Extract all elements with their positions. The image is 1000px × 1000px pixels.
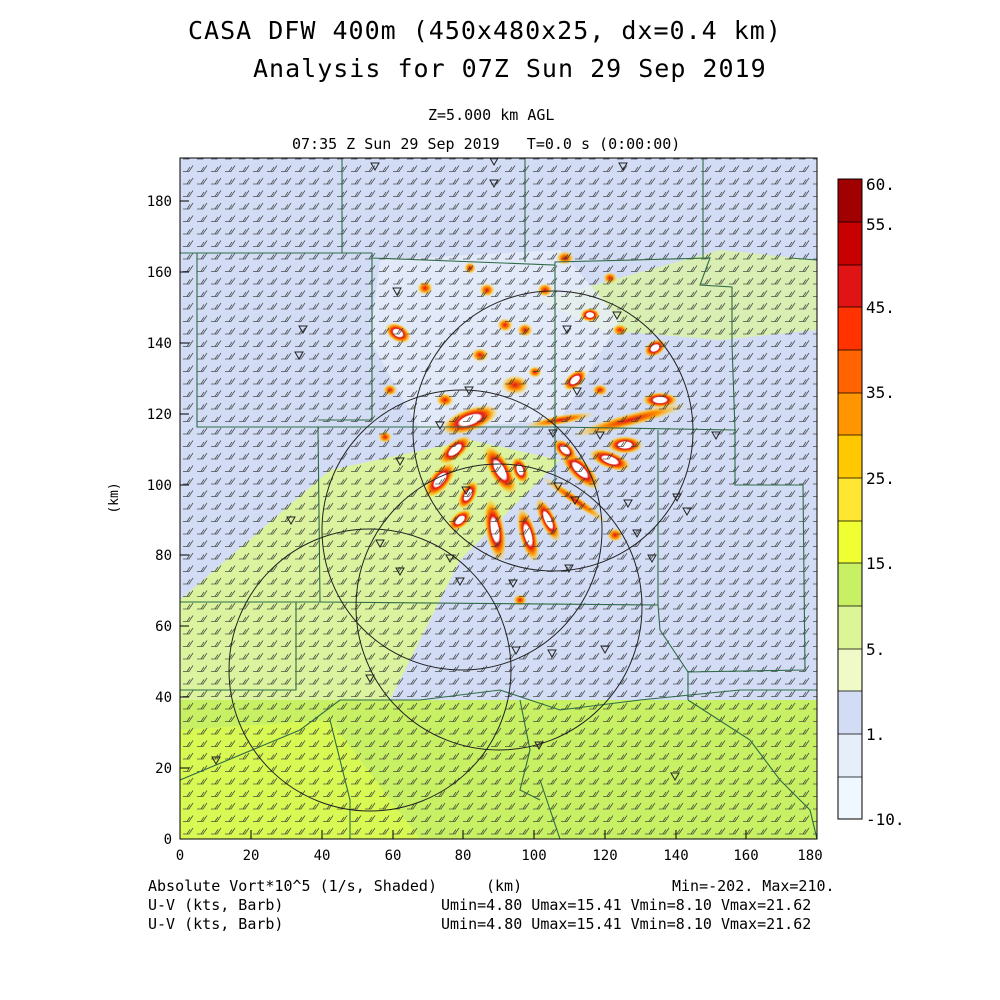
wind-label-1: U-V (kts, Barb)	[148, 896, 284, 914]
y-tick-label: 140	[147, 336, 172, 352]
colorbar-label: 25.	[866, 469, 895, 488]
plot-area	[180, 158, 817, 839]
x-tick-label: 0	[176, 848, 184, 864]
x-tick-label: 100	[521, 848, 546, 864]
wind-barbs	[180, 158, 817, 839]
colorbar-label: 15.	[866, 554, 895, 573]
x-tick-label: 160	[733, 848, 758, 864]
x-axis-label: (km)	[486, 877, 523, 895]
wind-stats-2: Umin=4.80 Umax=15.41 Vmin=8.10 Vmax=21.6…	[441, 915, 812, 933]
x-tick-labels: 0 20 40 60 80 100 120 140 160 180	[176, 848, 823, 864]
colorbar-label: 1.	[866, 725, 885, 744]
y-tick-label: 0	[164, 832, 172, 848]
y-tick-labels: 0 20 40 60 80 100 120 140 160 180	[147, 194, 172, 848]
colorbar-label: 55.	[866, 215, 895, 234]
time-label: 07:35 Z Sun 29 Sep 2019 T=0.0 s (0:00:00…	[292, 135, 681, 153]
x-tick-label: 180	[797, 848, 822, 864]
colorbar-label: -10.	[866, 810, 905, 829]
county-boundaries	[180, 158, 817, 839]
y-axis-ticks	[180, 200, 189, 840]
y-tick-label: 180	[147, 194, 172, 210]
min-max-label: Min=-202. Max=210.	[672, 877, 835, 895]
station-markers	[211, 158, 721, 782]
plot-frame	[179, 157, 818, 840]
colorbar-label: 60.	[866, 175, 895, 194]
x-tick-label: 60	[385, 848, 402, 864]
wind-label-2: U-V (kts, Barb)	[148, 915, 284, 933]
colorbar-label: 45.	[866, 298, 895, 317]
colorbar-label: 5.	[866, 640, 885, 659]
wind-stats-1: Umin=4.80 Umax=15.41 Vmin=8.10 Vmax=21.6…	[441, 896, 812, 914]
y-tick-label: 80	[155, 548, 172, 564]
y-axis-label: (km)	[107, 482, 122, 513]
x-tick-label: 80	[455, 848, 472, 864]
field-label: Absolute Vort*10^5 (1/s, Shaded)	[148, 877, 437, 895]
y-tick-label: 40	[155, 690, 172, 706]
radar-range-rings	[228, 290, 694, 812]
y-tick-label: 20	[155, 761, 172, 777]
y-tick-label: 120	[147, 407, 172, 423]
y-tick-label: 100	[147, 478, 172, 494]
map-title-line2: Analysis for 07Z Sun 29 Sep 2019	[253, 54, 767, 83]
y-tick-label: 60	[155, 619, 172, 635]
colorbar: 60. 55. 45. 35. 25. 15. 5. 1. -10.	[837, 175, 905, 829]
level-label: Z=5.000 km AGL	[428, 106, 555, 124]
x-tick-label: 20	[243, 848, 260, 864]
colorbar-label: 35.	[866, 383, 895, 402]
y-tick-label: 160	[147, 265, 172, 281]
x-tick-label: 120	[592, 848, 617, 864]
x-tick-label: 40	[314, 848, 331, 864]
x-tick-label: 140	[663, 848, 688, 864]
x-axis-ticks	[179, 830, 818, 839]
map-title-line1: CASA DFW 400m (450x480x25, dx=0.4 km)	[188, 16, 782, 45]
